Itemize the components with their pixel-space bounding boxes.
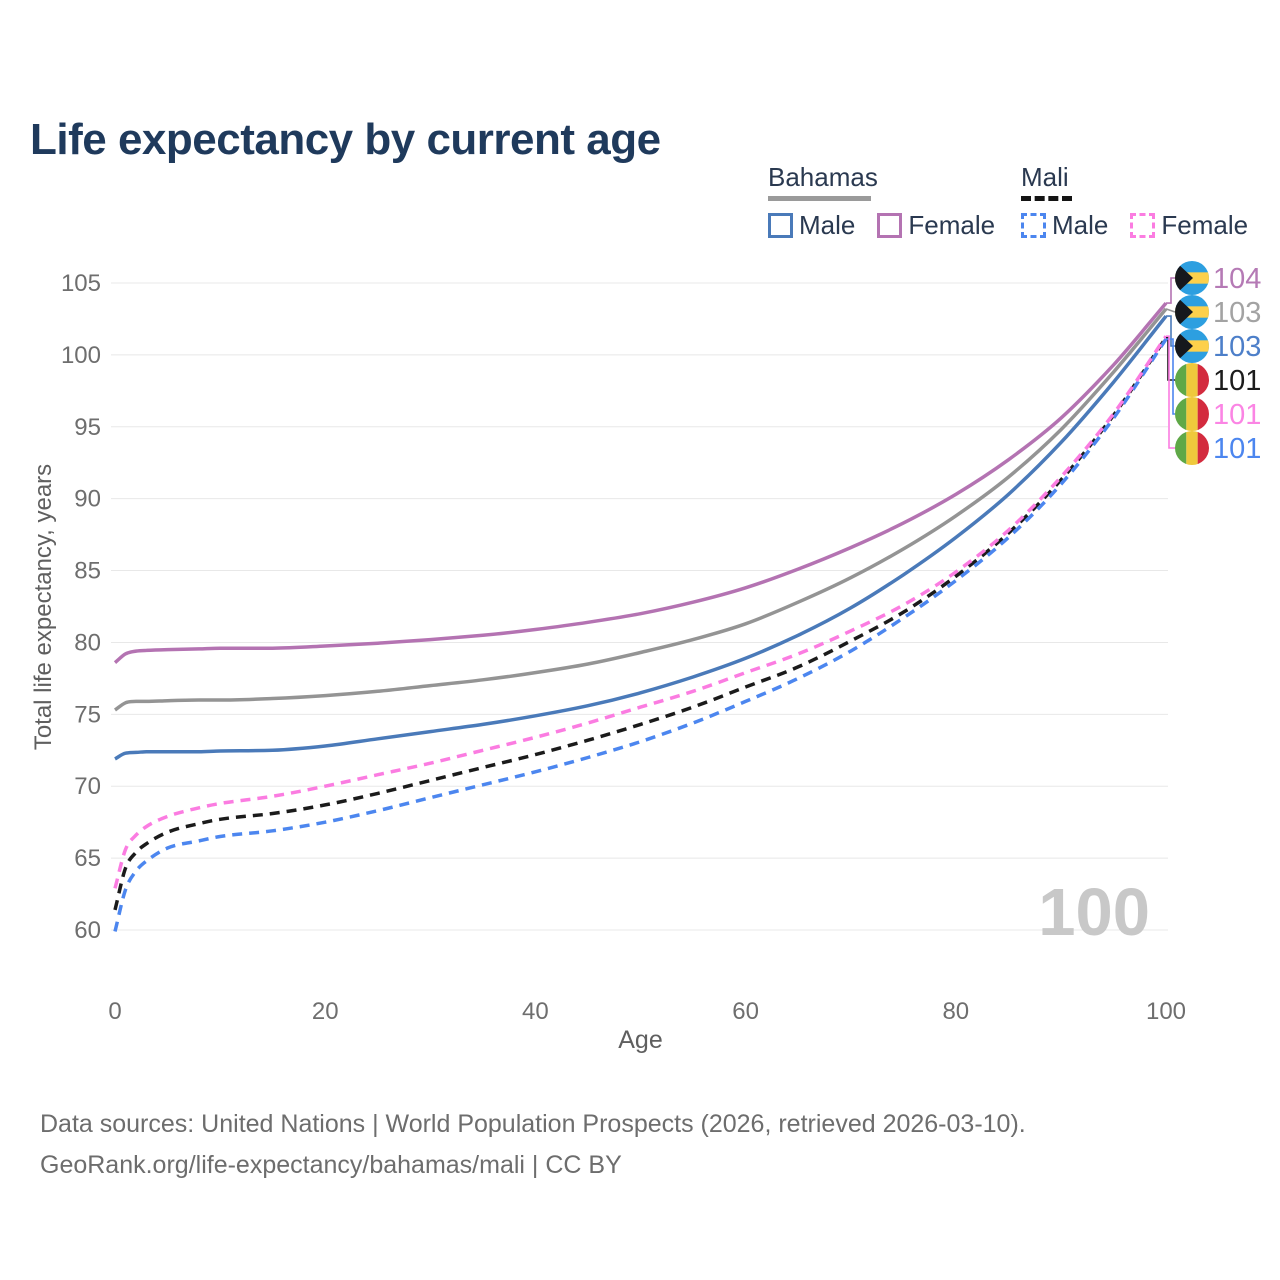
y-tick-65: 65 [74, 845, 101, 872]
end-label-4: 101 [1213, 399, 1261, 431]
y-tick-60: 60 [74, 917, 101, 944]
age-counter-watermark: 100 [1038, 875, 1150, 950]
y-tick-80: 80 [74, 629, 101, 656]
bahamas-flag-icon [1175, 295, 1209, 329]
y-tick-95: 95 [74, 414, 101, 441]
y-tick-85: 85 [74, 558, 101, 585]
series-line-bahamas-female [113, 301, 1168, 664]
footer: Data sources: United Nations | World Pop… [40, 1104, 1026, 1186]
legend-swatch-bahamas-male [768, 213, 793, 238]
legend-label-mali-female: Female [1161, 210, 1249, 240]
x-tick-80: 80 [942, 998, 969, 1025]
footer-attribution: GeoRank.org/life-expectancy/bahamas/mali… [40, 1151, 622, 1179]
end-label-0: 104 [1213, 263, 1261, 295]
series-line-bahamas-male [114, 315, 1168, 761]
x-tick-40: 40 [522, 998, 549, 1025]
legend-item-mali-male: Male [1021, 210, 1108, 241]
legend-swatch-mali-female [1130, 213, 1156, 238]
legend-label-bahamas-female: Female [908, 210, 996, 240]
legend-country-bahamas: Bahamas [768, 162, 878, 192]
x-tick-0: 0 [108, 998, 121, 1025]
legend-country-mali: Mali [1021, 162, 1069, 192]
footer-data-sources: Data sources: United Nations | World Pop… [40, 1110, 1026, 1138]
y-tick-70: 70 [74, 773, 101, 800]
legend-label-bahamas-male: Male [799, 210, 856, 240]
legend-label-mali-male: Male [1052, 210, 1109, 240]
y-tick-100: 100 [61, 342, 101, 369]
legend-swatch-mali-male [1021, 213, 1046, 238]
bahamas-flag-icon [1175, 261, 1209, 295]
series-line-mali-male [113, 338, 1168, 932]
legend-item-bahamas-male: Male [768, 210, 855, 241]
legend-group-bahamas: Bahamas Male Female [768, 162, 1017, 241]
end-label-2: 103 [1213, 331, 1261, 363]
leader-line-5 [1166, 335, 1175, 449]
legend-rule-bahamas [768, 196, 871, 201]
end-label-5: 101 [1213, 433, 1261, 465]
page-title: Life expectancy by current age [30, 115, 661, 165]
legend-item-mali-female: Female [1130, 210, 1248, 241]
mali-flag-icon [1175, 397, 1209, 431]
end-label-1: 103 [1213, 297, 1261, 329]
x-tick-60: 60 [732, 998, 759, 1025]
series-line-mali-all [113, 336, 1168, 911]
end-label-3: 101 [1213, 365, 1261, 397]
legend-item-bahamas-female: Female [877, 210, 995, 241]
legend-group-mali: Mali Male Female [1021, 162, 1270, 241]
x-axis-title: Age [618, 1026, 663, 1054]
series-line-mali-female [113, 335, 1168, 889]
x-tick-20: 20 [312, 998, 339, 1025]
bahamas-flag-icon [1175, 329, 1209, 363]
y-tick-105: 105 [61, 270, 101, 297]
legend-rule-mali [1021, 196, 1072, 201]
x-tick-100: 100 [1146, 998, 1186, 1025]
y-tick-75: 75 [74, 701, 101, 728]
y-tick-90: 90 [74, 486, 101, 513]
mali-flag-icon [1175, 363, 1209, 397]
series-line-bahamas-all [113, 307, 1168, 712]
leader-line-0 [1166, 277, 1175, 304]
leader-line-1 [1165, 308, 1176, 313]
legend-swatch-bahamas-female [877, 213, 903, 238]
mali-flag-icon [1175, 431, 1209, 465]
leader-line-3 [1166, 336, 1175, 381]
